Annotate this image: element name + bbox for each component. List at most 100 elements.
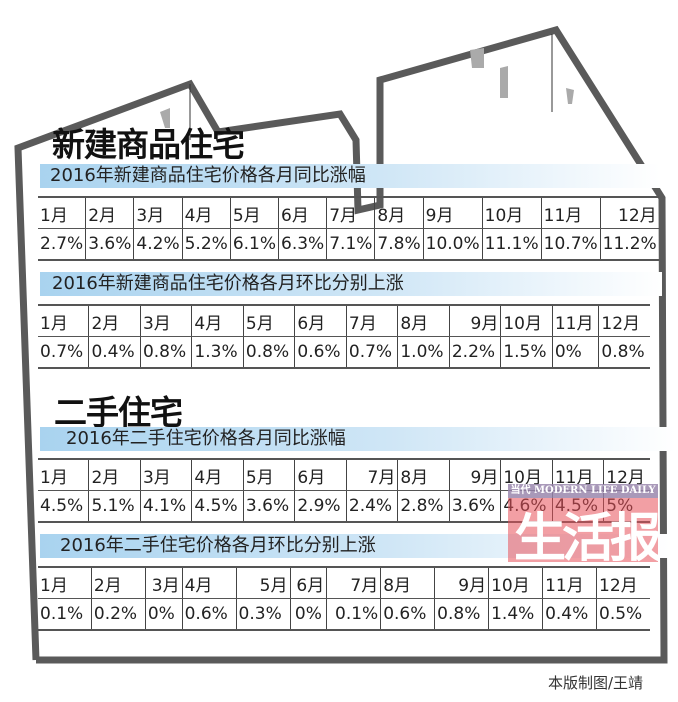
month-cell: 4月 — [181, 566, 237, 599]
month-cell: 1月 — [38, 304, 89, 337]
value-cell: 0.1% — [38, 598, 92, 631]
month-cell: 2月 — [88, 304, 141, 337]
value-cell: 10.7% — [540, 228, 601, 261]
value-cell: 0.6% — [181, 598, 237, 631]
month-cell: 1月 — [38, 566, 92, 599]
value-cell: 7.1% — [326, 228, 375, 261]
table-row-months: 1月 2月 3月 4月 5月 6月 7月 8月 9月 10月 11月 12月 — [38, 458, 650, 491]
value-cell: 2.2% — [448, 336, 501, 369]
month-cell: 9月 — [448, 458, 501, 491]
value-cell: 0.7% — [345, 336, 398, 369]
value-cell: 0.8% — [434, 598, 489, 631]
month-cell: 6月 — [294, 304, 347, 337]
table-row-months: 1月 2月 3月 4月 5月 6月 7月 8月 9月 10月 11月 12月 — [38, 566, 650, 599]
value-cell: 4.5% — [191, 490, 244, 523]
month-cell: 5月 — [242, 458, 295, 491]
value-cell: 5.2% — [181, 228, 231, 261]
month-cell: 2月 — [85, 196, 134, 229]
value-cell: 3.6% — [448, 490, 501, 523]
month-cell: 5月 — [229, 196, 279, 229]
month-cell: 3月 — [139, 304, 192, 337]
watermark-title: 生活报 — [514, 508, 662, 569]
table-new-yoy: 1月 2月 3月 4月 5月 6月 7月 8月 9月 10月 11月 12月 2… — [38, 196, 659, 261]
value-cell: 0.6% — [380, 598, 435, 631]
month-cell: 3月 — [139, 458, 192, 491]
month-cell: 9月 — [448, 304, 501, 337]
month-cell: 9月 — [422, 196, 483, 229]
value-cell: 6.1% — [229, 228, 279, 261]
month-cell: 3月 — [144, 566, 183, 599]
value-cell: 0.4% — [88, 336, 141, 369]
band-new-mom: 2016年新建商品住宅价格各月环比分别上涨 — [40, 272, 662, 296]
month-cell: 2月 — [88, 458, 141, 491]
month-cell: 5月 — [235, 566, 290, 599]
month-cell: 10月 — [500, 304, 553, 337]
value-cell: 0.8% — [242, 336, 295, 369]
month-cell: 10月 — [488, 566, 543, 599]
heading-new-homes: 新建商品住宅 — [52, 125, 245, 164]
month-cell: 12月 — [596, 566, 650, 599]
value-cell: 2.7% — [38, 228, 86, 261]
value-cell: 0% — [144, 598, 183, 631]
table-row-values: 0.7% 0.4% 0.8% 1.3% 0.8% 0.6% 0.7% 1.0% … — [38, 336, 650, 369]
value-cell: 10.0% — [422, 228, 483, 261]
month-cell: 6月 — [294, 458, 347, 491]
month-cell: 11月 — [551, 304, 599, 337]
month-cell: 8月 — [397, 458, 450, 491]
month-cell: 5月 — [242, 304, 295, 337]
value-cell: 0.7% — [38, 336, 89, 369]
credit-text: 本版制图/王靖 — [548, 674, 644, 692]
value-cell: 1.3% — [191, 336, 244, 369]
watermark-subtitle: 当代 MODERN LIFE DAILY — [508, 484, 658, 498]
month-cell: 7月 — [326, 566, 381, 599]
value-cell: 7.8% — [374, 228, 424, 261]
value-cell: 3.6% — [85, 228, 134, 261]
value-cell: 0.4% — [542, 598, 597, 631]
band-title: 2016年二手住宅价格各月同比涨幅 — [66, 428, 346, 449]
month-cell: 8月 — [397, 304, 450, 337]
table-resale-mom: 1月 2月 3月 4月 5月 6月 7月 8月 9月 10月 11月 12月 0… — [38, 566, 650, 631]
month-cell: 3月 — [133, 196, 183, 229]
value-cell: 1.0% — [397, 336, 450, 369]
table-row-values: 2.7% 3.6% 4.2% 5.2% 6.1% 6.3% 7.1% 7.8% … — [38, 228, 659, 261]
month-cell: 12月 — [599, 196, 659, 229]
value-cell: 11.2% — [599, 228, 659, 261]
month-cell: 11月 — [542, 566, 597, 599]
table-row-months: 1月 2月 3月 4月 5月 6月 7月 8月 9月 10月 11月 12月 — [38, 304, 650, 337]
value-cell: 2.4% — [345, 490, 398, 523]
value-cell: 3.6% — [242, 490, 295, 523]
month-cell: 1月 — [38, 458, 89, 491]
value-cell: 2.9% — [294, 490, 347, 523]
band-new-yoy: 2016年新建商品住宅价格各月同比涨幅 — [40, 164, 660, 188]
table-row-months: 1月 2月 3月 4月 5月 6月 7月 8月 9月 10月 11月 12月 — [38, 196, 659, 229]
month-cell: 4月 — [191, 458, 244, 491]
value-cell: 1.5% — [500, 336, 553, 369]
month-cell: 12月 — [598, 304, 650, 337]
month-cell: 8月 — [380, 566, 435, 599]
month-cell: 7月 — [345, 304, 398, 337]
band-resale-yoy: 2016年二手住宅价格各月同比涨幅 — [40, 427, 676, 451]
band-title: 2016年二手住宅价格各月环比分别上涨 — [60, 535, 376, 556]
value-cell: 4.2% — [133, 228, 183, 261]
band-title: 2016年新建商品住宅价格各月环比分别上涨 — [52, 273, 404, 294]
month-cell: 6月 — [278, 196, 327, 229]
value-cell: 0% — [551, 336, 599, 369]
month-cell: 4月 — [191, 304, 244, 337]
month-cell: 10月 — [481, 196, 542, 229]
month-cell: 11月 — [540, 196, 601, 229]
band-title: 2016年新建商品住宅价格各月同比涨幅 — [50, 165, 366, 186]
value-cell: 0.3% — [235, 598, 290, 631]
table-new-mom: 1月 2月 3月 4月 5月 6月 7月 8月 9月 10月 11月 12月 0… — [38, 304, 650, 369]
value-cell: 0.6% — [294, 336, 347, 369]
month-cell: 9月 — [434, 566, 489, 599]
value-cell: 4.5% — [38, 490, 89, 523]
value-cell: 5.1% — [88, 490, 141, 523]
value-cell: 1.4% — [488, 598, 543, 631]
month-cell: 4月 — [181, 196, 231, 229]
watermark-logo: 当代 MODERN LIFE DAILY 生活报 — [508, 484, 662, 569]
value-cell: 4.1% — [139, 490, 192, 523]
table-row-values: 0.1% 0.2% 0% 0.6% 0.3% 0% 0.1% 0.6% 0.8%… — [38, 598, 650, 631]
value-cell: 0% — [289, 598, 327, 631]
month-cell: 7月 — [326, 196, 375, 229]
value-cell: 11.1% — [481, 228, 542, 261]
